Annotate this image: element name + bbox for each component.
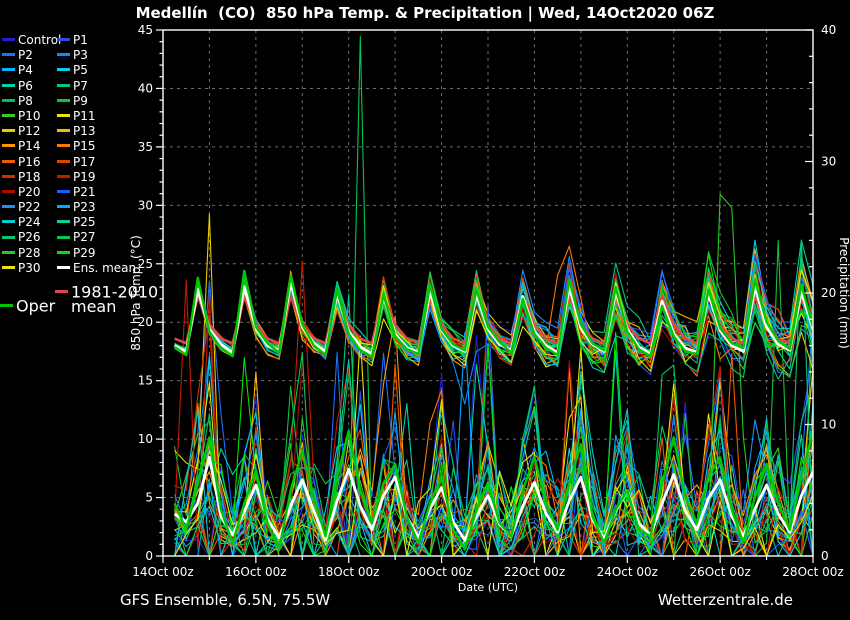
model-info-text: GFS Ensemble, 6.5N, 75.5W xyxy=(120,591,330,609)
svg-text:0: 0 xyxy=(145,549,153,563)
meteogram-chart: 05101520253035404501020304014Oct 00z16Oc… xyxy=(0,0,850,620)
svg-text:14Oct 00z: 14Oct 00z xyxy=(132,565,193,579)
meteogram-page: Medellín (CO) 850 hPa Temp. & Precipitat… xyxy=(0,0,850,620)
y-right-axis-title: Precipitation (mm) xyxy=(837,237,850,349)
svg-text:22Oct 00z: 22Oct 00z xyxy=(504,565,565,579)
svg-text:30: 30 xyxy=(821,155,836,169)
svg-text:5: 5 xyxy=(145,491,153,505)
svg-text:26Oct 00z: 26Oct 00z xyxy=(689,565,750,579)
svg-text:20: 20 xyxy=(821,286,836,300)
svg-text:40: 40 xyxy=(821,23,836,37)
svg-text:10: 10 xyxy=(138,432,153,446)
watermark-text: Wetterzentrale.de xyxy=(513,591,793,609)
svg-text:40: 40 xyxy=(138,81,153,95)
svg-text:20Oct 00z: 20Oct 00z xyxy=(411,565,472,579)
series-lines xyxy=(175,37,813,556)
svg-text:24Oct 00z: 24Oct 00z xyxy=(597,565,658,579)
svg-text:28Oct 00z: 28Oct 00z xyxy=(782,565,843,579)
y-left-axis-title: 850 hPa Temp. (°C) xyxy=(129,235,143,351)
svg-text:10: 10 xyxy=(821,418,836,432)
svg-text:35: 35 xyxy=(138,140,153,154)
svg-text:15: 15 xyxy=(138,374,153,388)
svg-text:16Oct 00z: 16Oct 00z xyxy=(225,565,286,579)
svg-text:0: 0 xyxy=(821,549,829,563)
svg-text:45: 45 xyxy=(138,23,153,37)
svg-text:30: 30 xyxy=(138,198,153,212)
svg-text:18Oct 00z: 18Oct 00z xyxy=(318,565,379,579)
